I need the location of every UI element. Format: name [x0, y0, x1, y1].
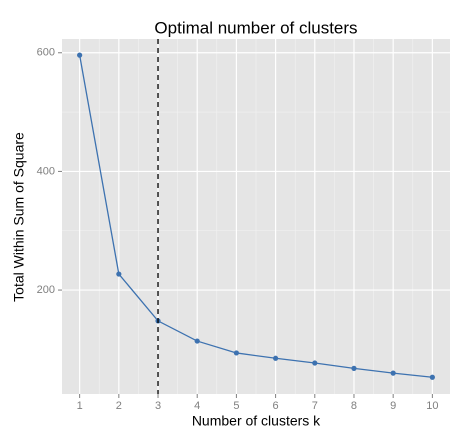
y-tick-label: 200 — [37, 284, 55, 296]
data-point — [233, 350, 240, 356]
data-point — [77, 52, 83, 58]
x-tick-label: 2 — [116, 400, 122, 412]
x-tick-label: 6 — [273, 400, 279, 412]
data-point — [272, 355, 279, 361]
y-tick-label: 600 — [37, 47, 55, 59]
y-tick-label: 400 — [37, 165, 55, 177]
data-point — [194, 338, 200, 344]
x-tick-label: 9 — [390, 400, 396, 412]
chart-title: Optimal number of clusters — [154, 18, 357, 37]
x-tick-label: 4 — [194, 400, 200, 412]
y-axis-label: Total Within Sum of Square — [11, 132, 27, 302]
data-point — [351, 365, 357, 371]
x-tick-label: 3 — [155, 400, 161, 412]
data-point — [116, 271, 122, 277]
data-point — [390, 370, 396, 376]
x-tick-label: 1 — [77, 400, 83, 412]
data-point — [312, 360, 318, 366]
x-tick-label: 8 — [351, 400, 357, 412]
x-axis-label: Number of clusters k — [192, 413, 321, 429]
x-tick-label: 10 — [426, 400, 438, 412]
data-point — [429, 374, 435, 380]
data-line — [78, 55, 433, 378]
x-tick-label: 5 — [233, 400, 239, 412]
x-tick-label: 7 — [312, 400, 318, 412]
